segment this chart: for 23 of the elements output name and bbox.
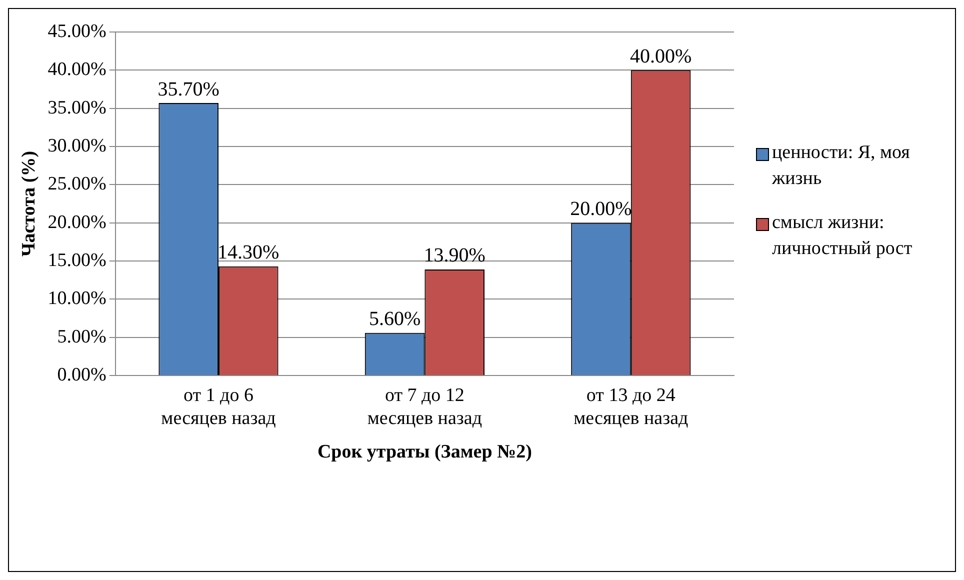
data-label: 13.90% xyxy=(424,244,486,267)
data-label: 35.70% xyxy=(158,78,220,100)
y-tick-label: 5.00% xyxy=(57,326,107,348)
x-tick-label: от 7 до 12 месяцев назад xyxy=(367,384,482,429)
x-axis-title: Срок утраты (Замер №2) xyxy=(317,442,532,463)
legend-label: ценности: Я, моя жизнь xyxy=(772,141,911,191)
y-axis-title: Частота (%) xyxy=(18,150,40,257)
y-tick-label: 40.00% xyxy=(48,59,107,80)
y-tick-label: 30.00% xyxy=(48,136,107,157)
data-label: 40.00% xyxy=(630,45,692,68)
y-tick-label: 10.00% xyxy=(48,288,107,310)
x-tick-label: от 13 до 24 месяцев назад xyxy=(574,384,689,429)
data-label: 5.60% xyxy=(368,308,421,330)
x-tick-label: от 1 до 6 месяцев назад xyxy=(161,384,276,429)
data-label: 14.30% xyxy=(218,242,280,264)
legend-label: смысл жизни: личностный рост xyxy=(772,211,914,261)
y-tick-label: 0.00% xyxy=(57,364,107,386)
y-tick-label: 15.00% xyxy=(48,250,107,272)
y-tick-label: 35.00% xyxy=(48,97,107,118)
data-label: 20.00% xyxy=(570,198,632,220)
y-tick-label: 20.00% xyxy=(48,212,107,233)
y-tick-label: 45.00% xyxy=(48,20,107,42)
y-tick-label: 25.00% xyxy=(48,174,107,195)
